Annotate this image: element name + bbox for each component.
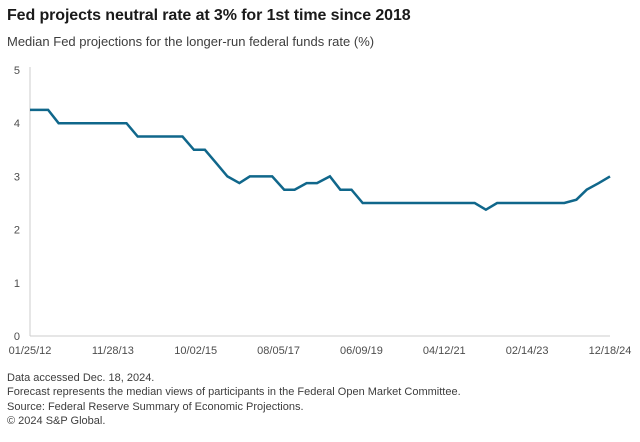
x-axis-tick-label: 11/28/13	[92, 345, 134, 357]
x-axis-tick-label: 06/09/19	[340, 345, 383, 357]
chart-footnotes: Data accessed Dec. 18, 2024. Forecast re…	[7, 371, 461, 429]
x-axis-tick-label: 04/12/21	[423, 345, 466, 357]
y-axis-tick-label: 2	[14, 225, 20, 237]
footnote-source: Source: Federal Reserve Summary of Econo…	[7, 400, 304, 413]
y-axis-tick-label: 3	[14, 171, 20, 183]
x-axis-tick-label: 01/25/12	[9, 345, 52, 357]
y-axis-labels: 0 1 2 3 4 5	[14, 65, 20, 343]
series-line-median-projection	[30, 108, 611, 212]
chart-subtitle: Median Fed projections for the longer-ru…	[7, 34, 375, 49]
x-axis-tick-label: 10/02/15	[174, 345, 217, 357]
y-axis-tick-label: 1	[14, 278, 20, 290]
footnote-data-accessed: Data accessed Dec. 18, 2024.	[7, 372, 155, 384]
footnote-copyright: © 2024 S&P Global.	[7, 415, 106, 428]
y-axis-tick-label: 4	[14, 118, 20, 130]
y-axis-tick-label: 0	[14, 331, 20, 343]
chart-axes	[29, 67, 610, 337]
chart-title: Fed projects neutral rate at 3% for 1st …	[7, 7, 411, 24]
x-axis-tick-label: 02/14/23	[506, 345, 549, 357]
y-axis-tick-label: 5	[14, 65, 20, 77]
x-axis-tick-label: 12/18/24	[589, 345, 632, 357]
footnote-forecast: Forecast represents the median views of …	[7, 386, 461, 399]
x-axis-tick-label: 08/05/17	[257, 345, 300, 357]
x-axis-labels: 01/25/12 11/28/13 10/02/15 08/05/17 06/09/19…	[9, 345, 632, 357]
